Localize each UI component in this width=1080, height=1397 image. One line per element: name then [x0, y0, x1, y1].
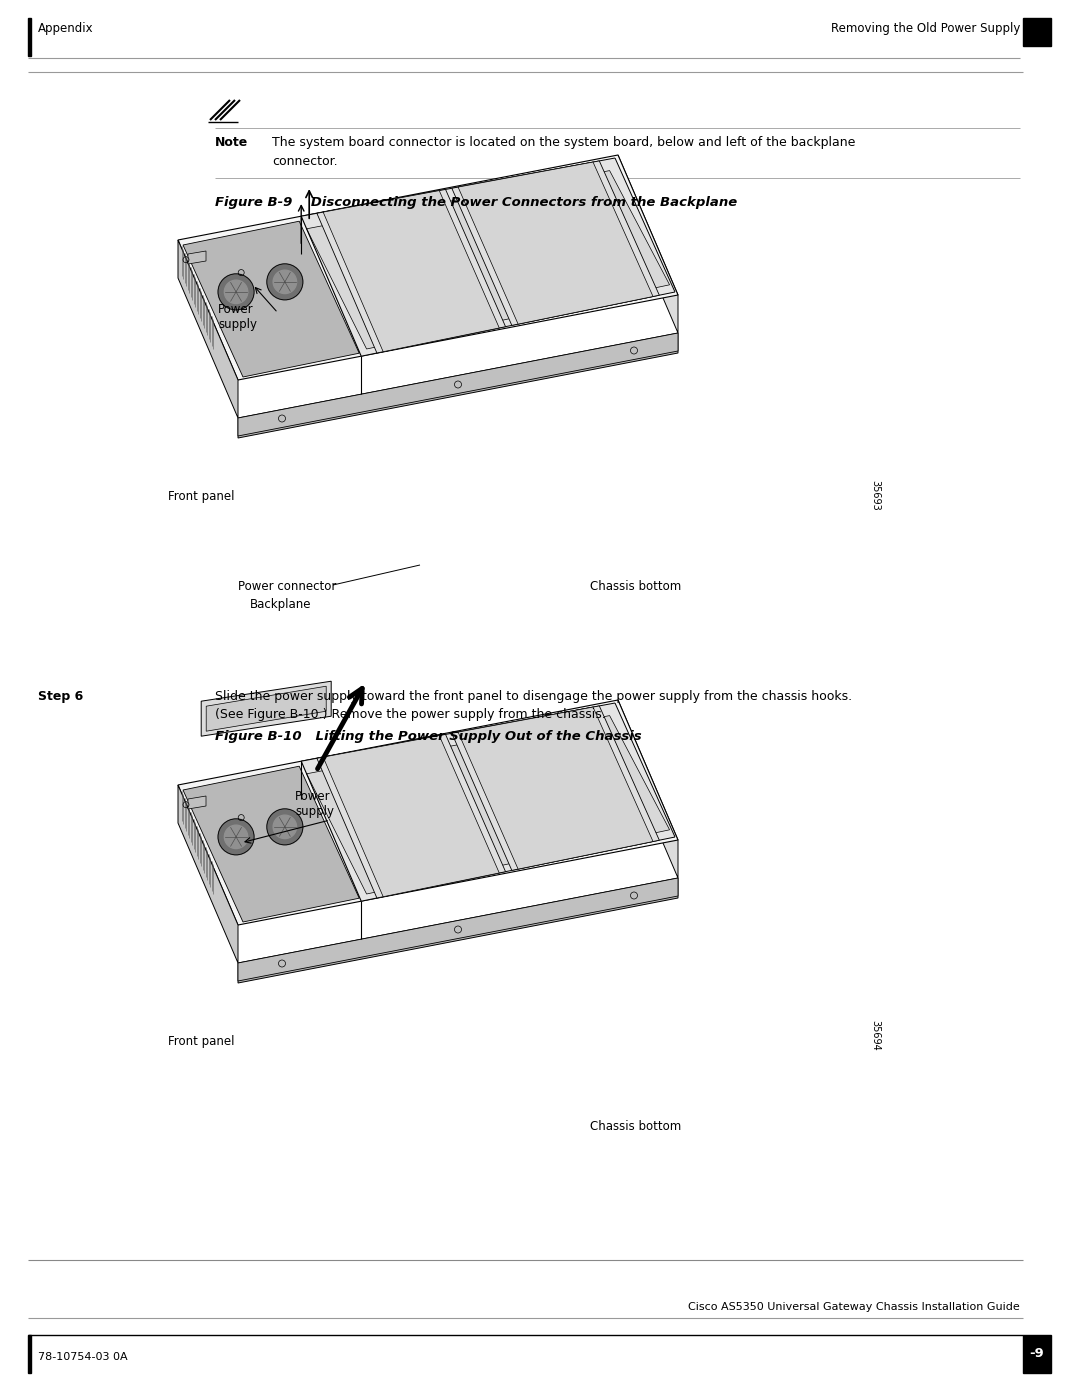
Text: Slide the power supply toward the front panel to disengage the power supply from: Slide the power supply toward the front … [215, 690, 852, 703]
Circle shape [267, 264, 302, 300]
Text: Note: Note [215, 136, 248, 149]
Text: Removing the Old Power Supply: Removing the Old Power Supply [831, 22, 1020, 35]
Polygon shape [323, 190, 499, 352]
Polygon shape [316, 190, 505, 353]
Polygon shape [301, 703, 675, 901]
Text: Power
supply: Power supply [295, 789, 334, 819]
Bar [28, 1336, 31, 1373]
Text: Chassis bottom: Chassis bottom [590, 1120, 681, 1133]
Polygon shape [178, 240, 238, 418]
Bar [1023, 18, 1051, 46]
Text: (See Figure B-10.) Remove the power supply from the chassis.: (See Figure B-10.) Remove the power supp… [215, 708, 606, 721]
Text: Chassis bottom: Chassis bottom [590, 580, 681, 592]
Circle shape [218, 274, 254, 310]
Bar [28, 18, 31, 56]
Circle shape [267, 809, 302, 845]
Polygon shape [238, 332, 678, 439]
Polygon shape [238, 877, 678, 981]
Polygon shape [183, 221, 360, 377]
Text: 35694: 35694 [870, 1020, 880, 1051]
Polygon shape [618, 155, 678, 332]
Polygon shape [238, 332, 678, 436]
Circle shape [225, 826, 247, 848]
Text: Appendix: Appendix [38, 22, 94, 35]
Text: Cisco AS5350 Universal Gateway Chassis Installation Guide: Cisco AS5350 Universal Gateway Chassis I… [688, 1302, 1020, 1312]
Polygon shape [307, 715, 670, 894]
Polygon shape [188, 251, 206, 264]
Circle shape [273, 270, 297, 293]
Text: Front panel: Front panel [168, 490, 234, 503]
Text: Step 6: Step 6 [38, 690, 83, 703]
Circle shape [218, 819, 254, 855]
Polygon shape [458, 162, 653, 324]
Polygon shape [206, 686, 326, 731]
Polygon shape [458, 707, 653, 869]
Polygon shape [451, 161, 659, 326]
Polygon shape [618, 700, 678, 877]
Text: Power connector: Power connector [238, 580, 336, 592]
Polygon shape [238, 877, 678, 983]
Polygon shape [323, 736, 499, 897]
Circle shape [273, 816, 297, 838]
Polygon shape [188, 796, 206, 809]
Text: Figure B-10   Lifting the Power Supply Out of the Chassis: Figure B-10 Lifting the Power Supply Out… [215, 731, 642, 743]
Polygon shape [178, 700, 678, 925]
Polygon shape [301, 158, 675, 356]
Text: Figure B-9    Disconnecting the Power Connectors from the Backplane: Figure B-9 Disconnecting the Power Conne… [215, 196, 738, 210]
Polygon shape [178, 785, 238, 963]
Text: Backplane: Backplane [249, 598, 311, 610]
Polygon shape [201, 682, 332, 736]
Text: connector.: connector. [272, 155, 338, 168]
Text: The system board connector is located on the system board, below and left of the: The system board connector is located on… [272, 136, 855, 149]
Text: 78-10754-03 0A: 78-10754-03 0A [38, 1352, 127, 1362]
Polygon shape [307, 170, 670, 349]
Polygon shape [178, 155, 678, 380]
Text: -9: -9 [1029, 1347, 1044, 1361]
Polygon shape [316, 735, 505, 898]
Text: 35693: 35693 [870, 481, 880, 511]
Polygon shape [183, 766, 360, 922]
Bar [1023, 1336, 1051, 1373]
Text: Front panel: Front panel [168, 1035, 234, 1048]
Circle shape [225, 281, 247, 303]
Polygon shape [451, 705, 659, 870]
Text: Power
supply: Power supply [218, 303, 257, 331]
